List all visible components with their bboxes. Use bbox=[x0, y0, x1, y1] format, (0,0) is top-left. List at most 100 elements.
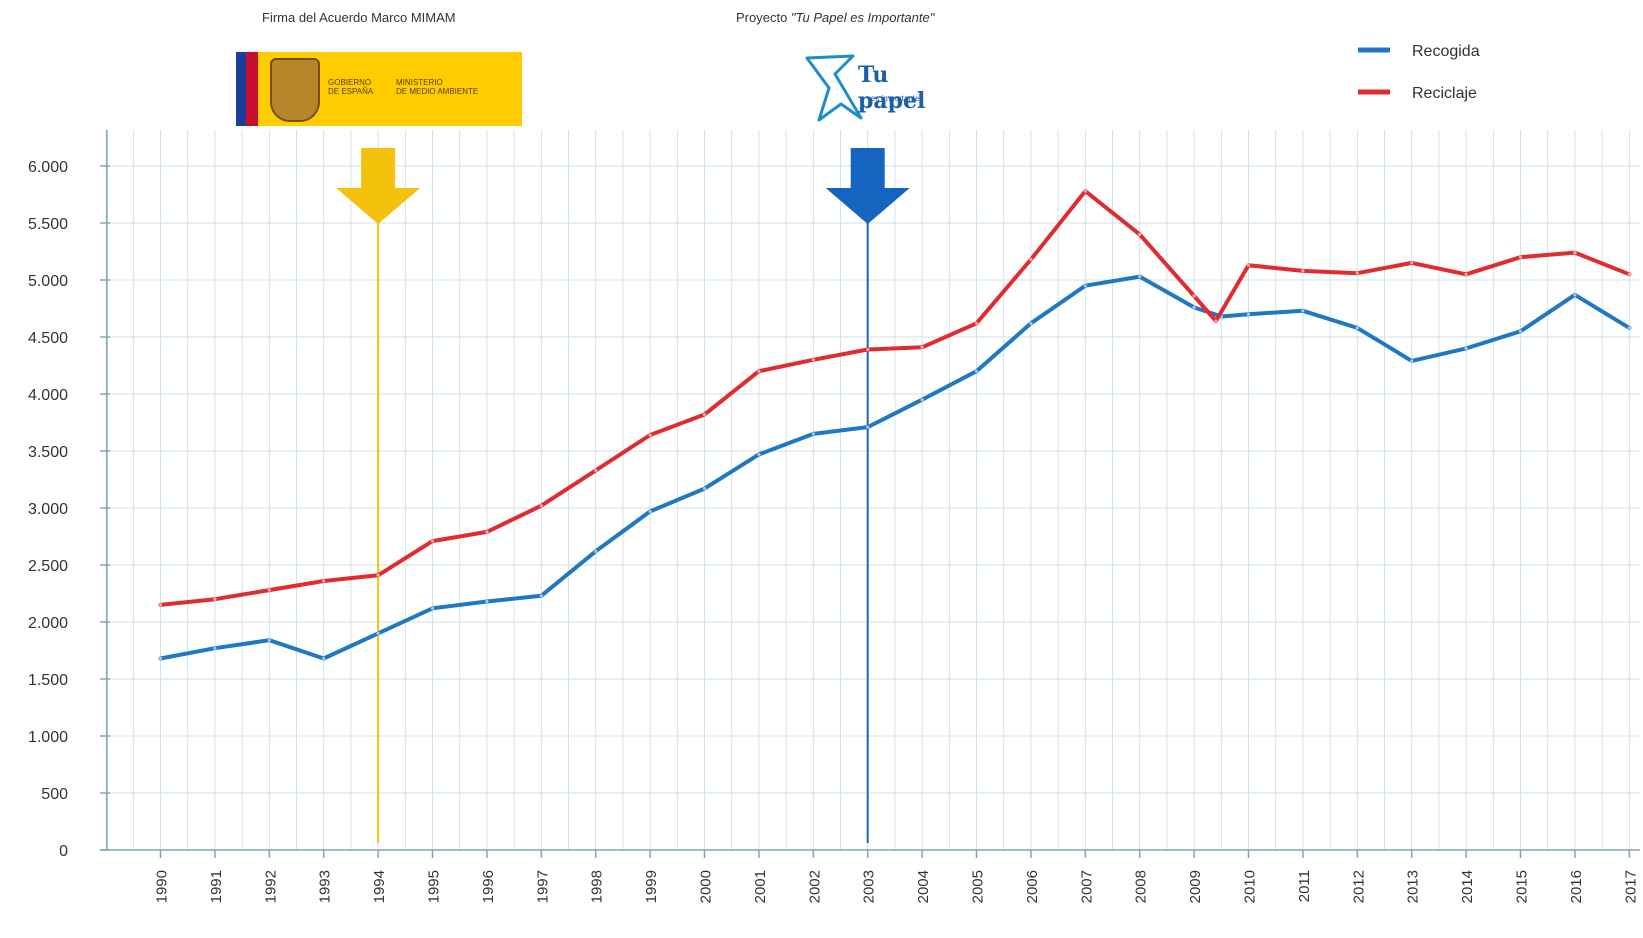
data-point-recogida bbox=[213, 646, 217, 650]
data-point-reciclaje bbox=[920, 345, 924, 349]
data-point-recogida bbox=[1355, 326, 1359, 330]
data-point-recogida bbox=[1029, 321, 1033, 325]
data-point-recogida bbox=[539, 594, 543, 598]
data-point-reciclaje bbox=[158, 603, 163, 607]
data-point-reciclaje bbox=[1246, 263, 1251, 267]
annotation-tu-papel-italic: "Tu Papel es Importante" bbox=[790, 10, 935, 25]
data-point-reciclaje bbox=[1301, 269, 1305, 273]
x-tick-label: 1995 bbox=[426, 870, 443, 903]
x-tick-label: 2011 bbox=[1296, 870, 1313, 902]
data-point-reciclaje bbox=[866, 347, 870, 352]
data-point-recogida bbox=[1518, 329, 1523, 333]
x-tick-label: 2005 bbox=[970, 870, 987, 903]
data-point-reciclaje bbox=[213, 597, 217, 601]
y-tick-label: 5.000 bbox=[28, 273, 68, 290]
arrow-down-icon bbox=[825, 148, 910, 224]
x-tick-label: 2012 bbox=[1350, 870, 1367, 903]
data-point-recogida bbox=[1410, 359, 1414, 363]
data-point-recogida bbox=[648, 509, 652, 514]
data-point-reciclaje bbox=[1464, 272, 1468, 276]
y-tick-label: 3.000 bbox=[28, 501, 68, 518]
x-tick-label: 2017 bbox=[1622, 870, 1639, 903]
data-point-reciclaje bbox=[1573, 251, 1577, 255]
data-point-recogida bbox=[1083, 284, 1087, 288]
tu-papel-logo: Tu papel es importante bbox=[805, 52, 955, 124]
data-point-recogida bbox=[920, 398, 924, 402]
data-point-reciclaje bbox=[702, 412, 707, 417]
y-tick-label: 5.500 bbox=[28, 216, 68, 233]
data-point-reciclaje bbox=[648, 433, 652, 437]
y-tick-label: 0 bbox=[59, 843, 68, 860]
data-point-recogida bbox=[376, 631, 380, 636]
tu-papel-logo-name: Tu papel bbox=[858, 62, 926, 114]
data-point-recogida bbox=[1192, 305, 1196, 309]
x-tick-label: 1990 bbox=[154, 870, 171, 903]
data-point-reciclaje bbox=[757, 369, 761, 373]
data-point-recogida bbox=[430, 606, 435, 610]
data-point-recogida bbox=[485, 599, 489, 604]
grid: 0 500 1.000 1.500 2.000 2.500 3.000 3.500 4.000 4… bbox=[28, 130, 1640, 860]
x-tick-label: 1996 bbox=[480, 870, 497, 903]
data-point-recogida bbox=[322, 656, 326, 661]
y-tick-label: 3.500 bbox=[28, 444, 68, 461]
data-point-reciclaje bbox=[1029, 257, 1033, 262]
data-point-recogida bbox=[267, 638, 271, 642]
data-point-reciclaje bbox=[1518, 255, 1523, 259]
y-tick-label: 2.500 bbox=[28, 558, 68, 575]
data-point-recogida bbox=[594, 549, 598, 553]
legend-label-reciclaje: Reciclaje bbox=[1412, 85, 1477, 102]
x-tick-label: 2008 bbox=[1133, 870, 1150, 903]
x-tick-label: 1993 bbox=[317, 870, 334, 903]
x-tick-label: 2014 bbox=[1459, 870, 1476, 903]
data-point-recogida bbox=[1138, 274, 1142, 279]
x-tick-label: 2001 bbox=[752, 870, 769, 903]
legend: Recogida Reciclaje bbox=[1358, 43, 1480, 102]
data-point-recogida bbox=[757, 452, 761, 457]
data-point-reciclaje bbox=[539, 504, 543, 508]
x-tick-label: 2009 bbox=[1187, 870, 1204, 903]
legend-label-recogida: Recogida bbox=[1412, 43, 1480, 60]
y-tick-label: 4.500 bbox=[28, 330, 68, 347]
y-tick-label: 6.000 bbox=[28, 159, 68, 176]
gobierno-logo: GOBIERNO DE ESPAÑA MINISTERIO DE MEDIO AMB… bbox=[236, 52, 522, 126]
y-tick-label: 500 bbox=[41, 786, 68, 803]
x-tick-label: 2015 bbox=[1514, 870, 1531, 903]
data-point-reciclaje bbox=[430, 539, 435, 543]
annotation-tu-papel-title: Proyecto "Tu Papel es Importante" bbox=[736, 10, 934, 25]
annotation-mimam-title: Firma del Acuerdo Marco MIMAM bbox=[262, 10, 456, 25]
tu-papel-logo-sub: es importante bbox=[871, 94, 920, 103]
x-tick-label: 2003 bbox=[861, 870, 878, 903]
data-point-reciclaje bbox=[811, 358, 815, 362]
data-point-reciclaje bbox=[1192, 294, 1196, 298]
y-tick-label: 1.000 bbox=[28, 729, 68, 746]
data-point-recogida bbox=[702, 487, 707, 491]
data-point-recogida bbox=[1301, 309, 1305, 313]
x-tick-label: 2002 bbox=[806, 870, 823, 903]
x-tick-label: 2004 bbox=[915, 870, 932, 903]
data-point-reciclaje bbox=[1083, 189, 1087, 193]
logo-stripe-blue bbox=[236, 52, 246, 126]
y-tick-label: 2.000 bbox=[28, 615, 68, 632]
data-point-recogida bbox=[1573, 293, 1577, 297]
y-tick-label: 4.000 bbox=[28, 387, 68, 404]
x-tick-label: 2013 bbox=[1405, 870, 1422, 903]
data-point-recogida bbox=[1464, 346, 1468, 350]
data-point-recogida bbox=[866, 425, 870, 429]
data-point-recogida bbox=[1627, 326, 1631, 330]
logo-text-ministerio: MINISTERIO DE MEDIO AMBIENTE bbox=[396, 78, 479, 96]
logo-text-gobierno: GOBIERNO DE ESPAÑA bbox=[328, 78, 374, 96]
data-point-recogida bbox=[974, 369, 979, 373]
data-point-reciclaje bbox=[1410, 261, 1414, 265]
data-point-reciclaje bbox=[974, 321, 979, 325]
arrow-down-icon bbox=[336, 148, 421, 224]
x-tick-label: 1997 bbox=[534, 870, 551, 903]
data-point-reciclaje bbox=[376, 573, 380, 577]
x-tick-label: 2016 bbox=[1568, 870, 1585, 903]
x-tick-label: 2010 bbox=[1242, 870, 1259, 903]
data-point-recogida bbox=[158, 656, 163, 661]
data-point-reciclaje bbox=[485, 530, 489, 534]
annotation-tu-papel-prefix: Proyecto bbox=[736, 10, 791, 25]
data-point-reciclaje bbox=[594, 468, 598, 472]
x-tick-label: 1991 bbox=[208, 870, 225, 903]
